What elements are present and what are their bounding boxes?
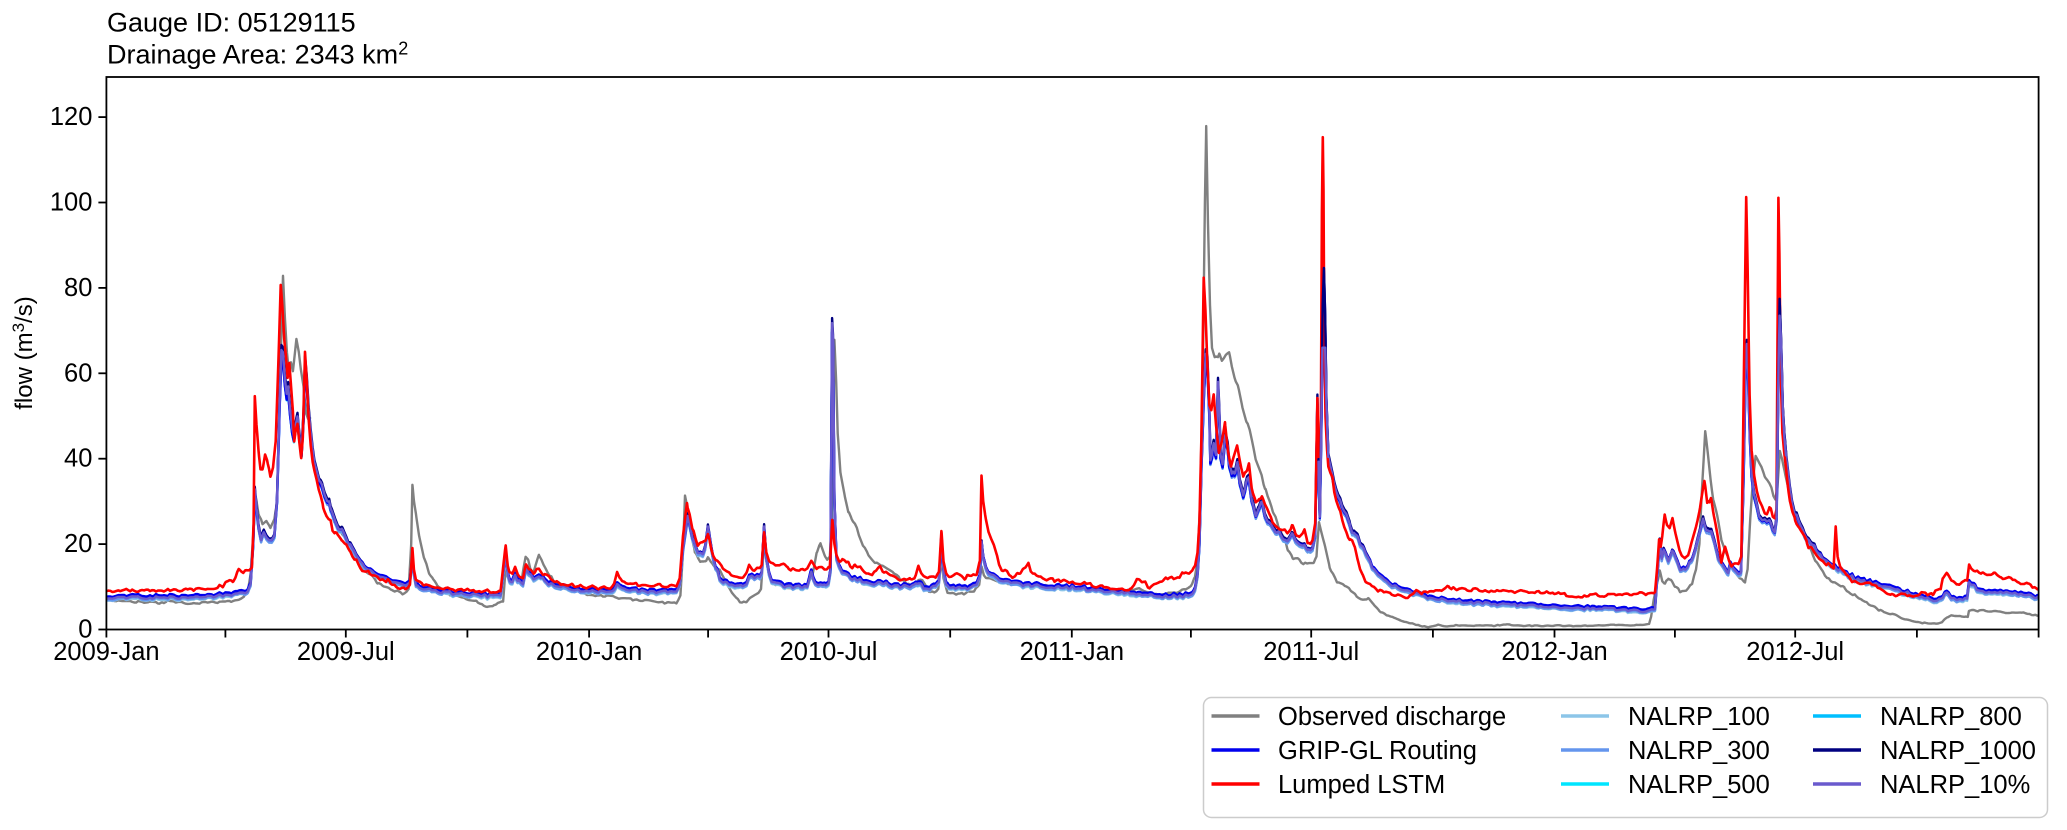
svg-text:Observed discharge: Observed discharge bbox=[1278, 703, 1506, 731]
svg-text:2012-Jul: 2012-Jul bbox=[1746, 638, 1844, 666]
svg-text:NALRP_100: NALRP_100 bbox=[1628, 703, 1770, 731]
svg-text:flow (m3/s): flow (m3/s) bbox=[9, 296, 38, 409]
svg-text:2009-Jan: 2009-Jan bbox=[53, 638, 159, 666]
svg-text:120: 120 bbox=[50, 103, 93, 131]
svg-text:NALRP_800: NALRP_800 bbox=[1880, 703, 2022, 731]
svg-text:2012-Jan: 2012-Jan bbox=[1501, 638, 1607, 666]
svg-text:60: 60 bbox=[64, 359, 92, 387]
svg-text:Gauge ID: 05129115: Gauge ID: 05129115 bbox=[107, 8, 356, 38]
svg-text:2011-Jul: 2011-Jul bbox=[1263, 638, 1359, 666]
svg-text:100: 100 bbox=[50, 189, 93, 217]
svg-text:NALRP_10%: NALRP_10% bbox=[1880, 771, 2030, 799]
svg-text:2010-Jan: 2010-Jan bbox=[536, 638, 642, 666]
svg-text:2010-Jul: 2010-Jul bbox=[780, 638, 878, 666]
svg-text:NALRP_500: NALRP_500 bbox=[1628, 771, 1770, 799]
svg-text:GRIP-GL Routing: GRIP-GL Routing bbox=[1278, 737, 1477, 765]
svg-text:2011-Jan: 2011-Jan bbox=[1020, 638, 1124, 666]
svg-text:NALRP_300: NALRP_300 bbox=[1628, 737, 1770, 765]
svg-text:2009-Jul: 2009-Jul bbox=[297, 638, 395, 666]
svg-text:Lumped LSTM: Lumped LSTM bbox=[1278, 771, 1445, 799]
svg-text:0: 0 bbox=[78, 616, 92, 644]
svg-text:NALRP_1000: NALRP_1000 bbox=[1880, 737, 2036, 765]
svg-text:Drainage Area: 2343 km2: Drainage Area: 2343 km2 bbox=[107, 39, 408, 70]
svg-text:20: 20 bbox=[64, 530, 92, 558]
svg-text:80: 80 bbox=[64, 274, 92, 302]
svg-text:40: 40 bbox=[64, 445, 92, 473]
